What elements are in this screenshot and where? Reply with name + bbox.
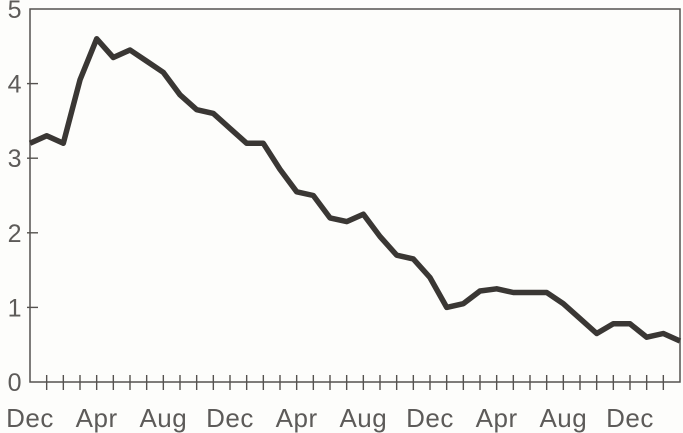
y-axis-tick-label: 1 [8,294,22,322]
y-axis-tick-label: 5 [8,0,22,24]
y-axis-tick-label: 0 [8,369,22,397]
x-axis-tick-label: Aug [539,403,587,433]
x-axis-tick-label: Apr [76,403,118,433]
data-series-line [28,36,682,344]
x-axis-tick-label: Dec [606,403,654,433]
y-axis-tick-label: 3 [8,145,22,173]
x-axis-tick-label: Dec [406,403,454,433]
x-axis-tick-label: Aug [339,403,387,433]
x-axis-tick-label: Aug [139,403,187,433]
x-axis-tick-label: Apr [476,403,518,433]
x-axis-tick-label: Dec [6,403,54,433]
x-axis-tick-label: Apr [276,403,318,433]
y-axis-tick-label: 4 [8,71,22,99]
plot-frame [29,8,681,383]
x-axis-tick-label: Dec [206,403,254,433]
y-axis-tick-label: 2 [8,220,22,248]
